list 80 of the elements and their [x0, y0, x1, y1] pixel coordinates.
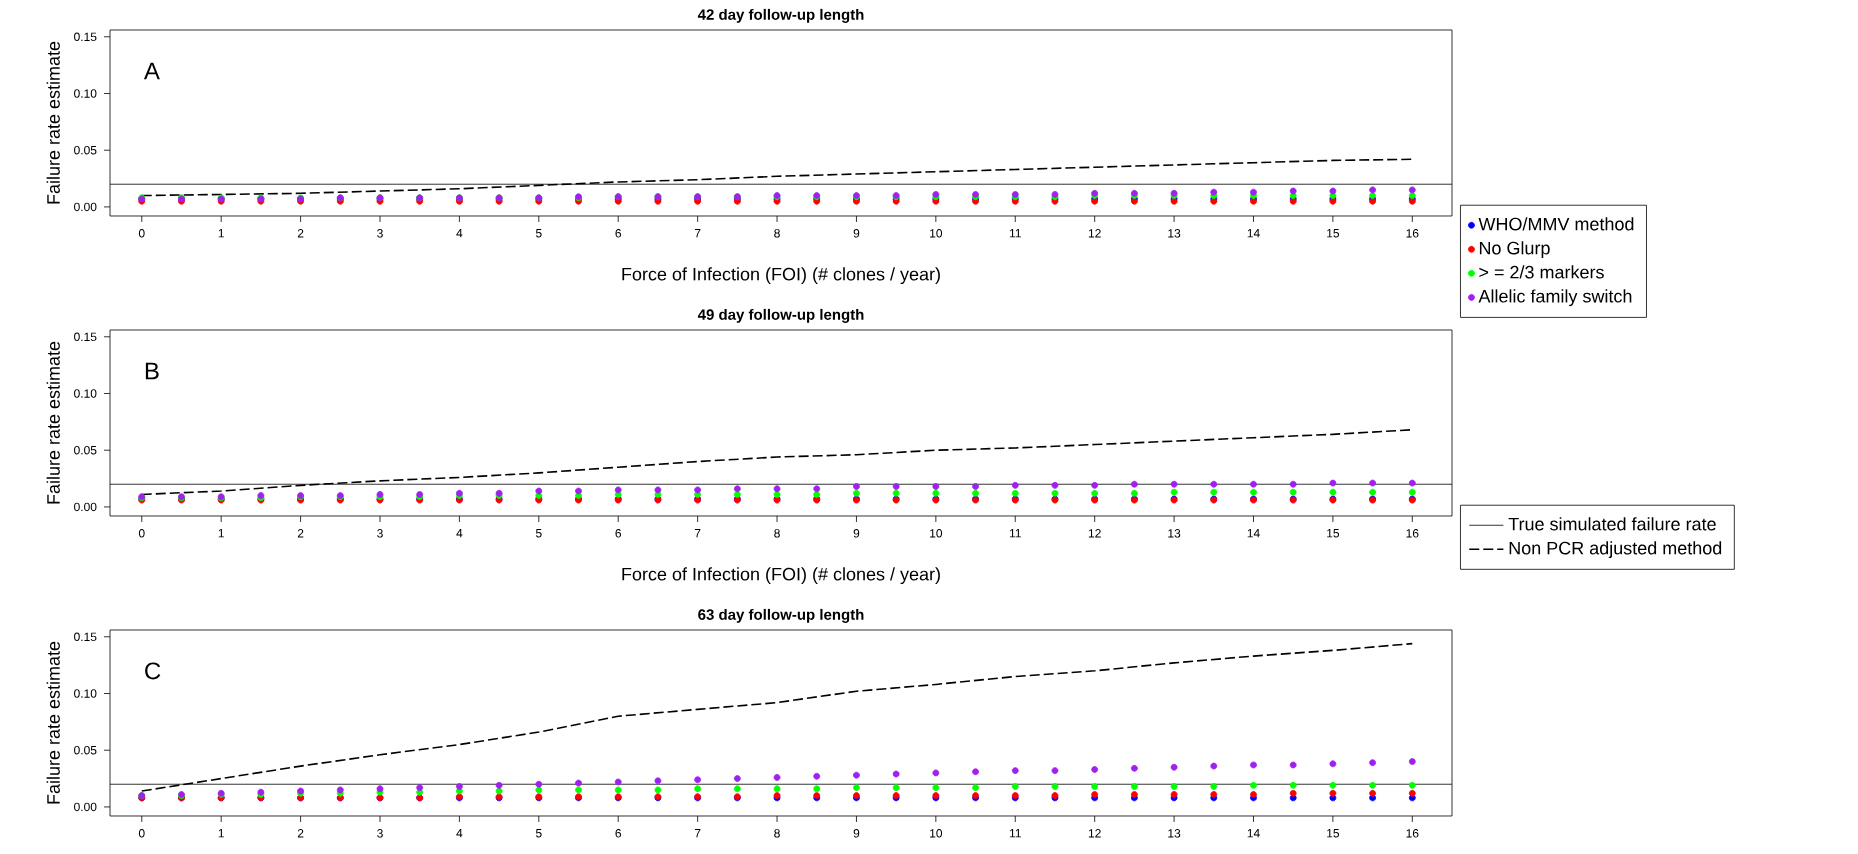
annotation: A: [143, 62, 160, 80]
x-tick-label: 13: [1168, 529, 1181, 538]
x-tick-label: 0: [138, 829, 145, 838]
x-tick-label: 3: [377, 529, 383, 538]
y-tick-label: 0.05: [74, 745, 97, 755]
x-tick-label: 4: [456, 529, 463, 538]
legend-label: Non PCR adjusted method: [1509, 541, 1722, 559]
x-tick-label: 11: [1009, 229, 1021, 238]
legend-label: Allelic family switch: [1478, 289, 1632, 307]
annotation: C: [145, 662, 161, 680]
chart-title: 49 day follow-up length: [697, 308, 864, 323]
x-tick-label: 12: [1088, 229, 1101, 238]
x-tick-label: 6: [615, 529, 622, 538]
x-tick-label: 6: [615, 229, 622, 238]
x-tick-label: 3: [377, 229, 383, 238]
x-tick-label: 15: [1327, 829, 1340, 838]
x-tick-label: 8: [774, 829, 780, 838]
x-tick-label: 1: [218, 529, 224, 538]
x-tick-label: 2: [297, 529, 304, 538]
y-tick-label: 0.00: [74, 202, 97, 212]
x-tick-label: 16: [1406, 529, 1419, 538]
y-tick-label: 0.05: [74, 145, 97, 155]
legend-label: > = 2/3 markers: [1479, 265, 1604, 279]
x-tick-label: 0: [138, 529, 145, 538]
x-tick-label: 12: [1088, 829, 1101, 838]
x-axis-title: Force of Infection (FOI) (# clones / year): [622, 567, 940, 585]
x-tick-label: 14: [1247, 229, 1260, 238]
x-tick-label: 4: [456, 229, 463, 238]
x-tick-label: 2: [297, 829, 304, 838]
y-tick-label: 0.05: [74, 445, 97, 455]
x-tick-label: 13: [1168, 829, 1181, 838]
x-tick-label: 9: [853, 829, 860, 838]
y-tick-label: 0.15: [74, 332, 97, 342]
x-tick-label: 15: [1327, 529, 1340, 538]
x-tick-label: 3: [377, 829, 383, 838]
x-tick-label: 5: [535, 529, 542, 538]
x-axis-title: Force of Infection (FOI) (# clones / year): [622, 267, 940, 285]
x-tick-label: 11: [1009, 829, 1021, 838]
y-tick-label: 0.10: [74, 389, 97, 398]
x-tick-label: 6: [615, 829, 622, 838]
x-tick-label: 9: [853, 229, 860, 238]
x-tick-label: 5: [535, 829, 542, 838]
y-tick-label: 0.00: [74, 502, 97, 512]
legend-label: True simulated failure rate: [1508, 517, 1716, 531]
x-tick-label: 14: [1247, 829, 1260, 838]
x-tick-label: 15: [1327, 229, 1340, 238]
y-tick-label: 0.15: [74, 632, 97, 642]
legend-label: No Glurp: [1479, 241, 1550, 259]
x-tick-label: 11: [1009, 529, 1021, 538]
x-tick-label: 7: [694, 529, 701, 538]
chart-title: 42 day follow-up length: [697, 8, 864, 23]
x-tick-label: 13: [1168, 229, 1181, 238]
legend-label: WHO/MMV method: [1478, 217, 1634, 231]
x-tick-label: 1: [218, 229, 224, 238]
x-tick-label: 16: [1406, 829, 1419, 838]
annotation: B: [145, 362, 159, 380]
x-tick-label: 2: [297, 229, 304, 238]
x-tick-label: 4: [456, 829, 463, 838]
x-tick-label: 8: [774, 529, 780, 538]
y-tick-label: 0.10: [74, 689, 97, 698]
y-tick-label: 0.00: [74, 802, 97, 812]
y-axis-title: Failure rate estimate: [46, 641, 60, 804]
x-tick-label: 10: [930, 529, 943, 538]
x-tick-label: 9: [853, 529, 860, 538]
x-tick-label: 10: [930, 229, 943, 238]
x-tick-label: 1: [218, 829, 224, 838]
y-tick-label: 0.10: [74, 89, 97, 98]
x-tick-label: 16: [1406, 229, 1419, 238]
y-axis-title: Failure rate estimate: [46, 341, 60, 504]
x-tick-label: 0: [138, 229, 145, 238]
y-axis-title: Failure rate estimate: [46, 41, 60, 204]
x-tick-label: 5: [535, 229, 542, 238]
x-tick-label: 10: [930, 829, 943, 838]
x-tick-label: 8: [774, 229, 780, 238]
x-tick-label: 7: [694, 229, 701, 238]
y-tick-label: 0.15: [74, 32, 97, 42]
x-tick-label: 12: [1088, 529, 1101, 538]
x-tick-label: 14: [1247, 529, 1260, 538]
x-tick-label: 7: [694, 829, 701, 838]
chart-title: 63 day follow-up length: [698, 608, 864, 623]
